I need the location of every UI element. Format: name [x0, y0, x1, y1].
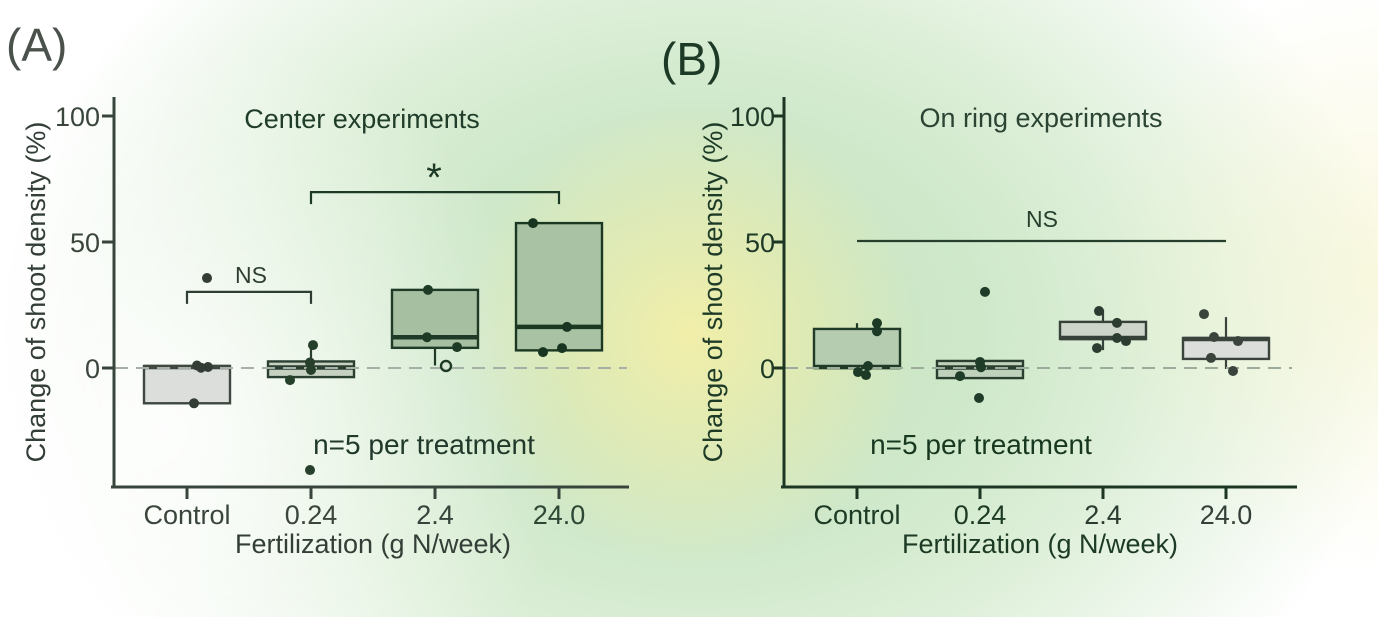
data-point	[980, 286, 990, 297]
data-point	[538, 347, 548, 358]
panel-b-x-axis-label: Fertilization (g N/week)	[901, 529, 1179, 559]
panel-b-ytick-100: 100	[729, 102, 775, 132]
panel-b-xtick-2.4: 2.4	[1084, 500, 1122, 530]
panel-b-ns-label: NS	[1026, 206, 1058, 232]
data-point	[305, 465, 315, 476]
data-point	[189, 398, 199, 409]
significance-bracket	[185, 290, 313, 304]
panel-b-ytick-50: 50	[744, 228, 775, 258]
data-point	[974, 392, 984, 403]
panel-a-ns-label: NS	[235, 262, 267, 288]
data-point	[1209, 332, 1219, 343]
panel-a-xtick-control: Control	[143, 500, 231, 530]
panel-a-title: Center experiments	[244, 104, 480, 134]
panel-b-sample-size-note: n=5 per treatment	[870, 429, 1092, 460]
data-point	[1121, 336, 1131, 347]
data-point	[1112, 317, 1122, 328]
data-point	[562, 321, 572, 332]
data-point	[872, 318, 882, 329]
panel-a-ytick-0: 0	[84, 354, 100, 384]
panel-a-sample-size-note: n=5 per treatment	[313, 429, 535, 460]
data-point	[872, 326, 882, 337]
data-point	[1092, 343, 1102, 354]
panel-b-xtick-0.24: 0.24	[953, 500, 1007, 530]
significance-bracket	[309, 191, 561, 205]
data-point	[285, 375, 295, 386]
data-point	[202, 273, 212, 284]
data-point	[1206, 352, 1216, 363]
data-point	[1094, 306, 1104, 317]
panel-a-significance-star: *	[426, 156, 442, 200]
data-point	[305, 357, 315, 368]
panel-a-ytick-100: 100	[54, 102, 100, 132]
data-point	[853, 367, 863, 378]
data-point	[1199, 309, 1209, 320]
box-a-Control	[142, 364, 232, 405]
panel-a-y-axis-label: Change of shoot density (%)	[20, 121, 51, 463]
box-b-Control	[812, 327, 902, 370]
panel-b-xtick-control: Control	[813, 500, 901, 530]
data-point	[976, 362, 986, 373]
panel-b-xtick-24.0: 24.0	[1199, 500, 1253, 530]
data-point	[196, 362, 206, 373]
panel-b-y-axis-label: Change of shoot density (%)	[697, 121, 728, 463]
panel-a-label: (A)	[6, 19, 68, 71]
panel-a-ytick-50: 50	[69, 228, 100, 258]
panel-b-label: (B)	[661, 33, 723, 85]
panel-a-xtick-24.0: 24.0	[532, 500, 586, 530]
data-point	[452, 342, 462, 353]
box-a-24.0	[514, 221, 604, 352]
data-point	[861, 370, 871, 381]
data-point	[308, 340, 318, 351]
panel-a-x-axis-label: Fertilization (g N/week)	[234, 529, 512, 559]
data-point	[557, 343, 567, 354]
data-point	[306, 365, 316, 376]
data-point	[422, 332, 432, 343]
data-point	[1112, 333, 1122, 344]
data-point-open	[439, 359, 453, 373]
data-point	[1233, 336, 1243, 347]
panel-a-xtick-0.24: 0.24	[284, 500, 338, 530]
data-point	[528, 218, 538, 229]
panel-a-xtick-2.4: 2.4	[416, 500, 454, 530]
data-point	[955, 371, 965, 382]
panel-b-ytick-0: 0	[759, 354, 775, 384]
panel-b-title: On ring experiments	[919, 103, 1163, 133]
data-point	[863, 360, 873, 371]
data-point	[1228, 366, 1238, 377]
data-point	[423, 284, 433, 295]
